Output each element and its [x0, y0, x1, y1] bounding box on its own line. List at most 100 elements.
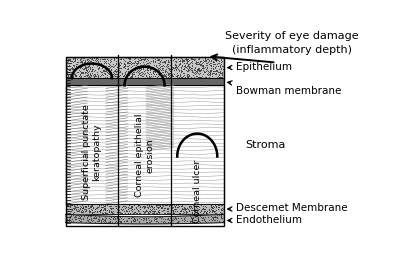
Point: [139, 209, 146, 213]
Point: [144, 205, 150, 209]
Point: [214, 68, 220, 72]
Point: [127, 68, 134, 72]
Point: [82, 66, 88, 70]
Point: [164, 203, 170, 207]
Point: [71, 71, 77, 75]
Point: [210, 205, 216, 210]
Point: [133, 212, 139, 216]
Point: [201, 69, 207, 73]
Point: [209, 72, 215, 76]
Point: [113, 67, 120, 71]
Point: [66, 68, 73, 72]
Point: [78, 205, 84, 209]
Point: [125, 68, 131, 73]
Point: [198, 62, 204, 66]
Point: [162, 206, 168, 210]
Point: [205, 215, 211, 220]
Point: [89, 71, 95, 75]
Point: [168, 205, 174, 209]
Point: [108, 210, 114, 214]
Point: [181, 206, 188, 210]
Point: [112, 204, 118, 208]
Point: [82, 60, 88, 65]
Point: [184, 61, 190, 65]
Point: [209, 215, 215, 219]
Point: [155, 69, 161, 74]
Point: [210, 205, 217, 209]
Point: [219, 206, 225, 210]
Point: [156, 68, 162, 72]
Point: [134, 64, 140, 68]
Point: [83, 73, 89, 77]
Point: [134, 210, 140, 215]
Point: [114, 72, 121, 76]
Point: [202, 67, 209, 71]
Point: [96, 214, 102, 218]
Point: [166, 56, 173, 60]
Point: [134, 59, 141, 63]
Point: [96, 61, 102, 65]
Point: [73, 207, 79, 211]
Point: [217, 63, 224, 68]
Point: [138, 57, 145, 61]
Point: [165, 217, 172, 221]
Point: [87, 56, 94, 60]
Point: [207, 63, 214, 67]
Point: [121, 64, 127, 68]
Point: [195, 62, 201, 66]
Point: [64, 203, 71, 208]
Point: [83, 67, 90, 72]
Point: [146, 210, 153, 214]
Point: [151, 217, 158, 221]
Point: [130, 216, 137, 220]
Point: [198, 218, 205, 223]
Point: [91, 75, 97, 79]
Point: [165, 60, 172, 64]
Point: [71, 203, 78, 207]
Point: [135, 59, 141, 64]
Point: [164, 208, 170, 213]
Point: [188, 219, 194, 223]
Point: [219, 67, 226, 71]
Point: [67, 67, 73, 71]
Point: [102, 203, 108, 207]
Point: [185, 59, 191, 63]
Point: [219, 64, 226, 68]
Point: [82, 65, 89, 69]
Point: [219, 56, 226, 60]
Point: [138, 70, 144, 75]
Point: [136, 211, 142, 215]
Point: [210, 217, 216, 221]
Point: [194, 75, 201, 79]
Point: [138, 70, 145, 75]
Point: [80, 70, 86, 75]
Point: [89, 204, 96, 208]
Point: [165, 74, 172, 78]
Point: [154, 58, 160, 62]
Point: [187, 218, 193, 223]
Point: [116, 205, 122, 209]
Point: [166, 72, 172, 76]
Point: [102, 69, 108, 73]
Point: [71, 64, 78, 68]
Point: [196, 63, 203, 67]
Point: [108, 207, 114, 211]
Point: [89, 216, 96, 221]
Point: [115, 66, 122, 70]
Point: [175, 57, 182, 62]
Point: [142, 56, 148, 60]
Point: [198, 62, 204, 66]
Point: [164, 212, 171, 216]
Point: [128, 204, 135, 209]
Point: [117, 220, 123, 225]
Point: [186, 74, 192, 78]
Point: [192, 68, 198, 72]
Point: [182, 206, 188, 211]
Point: [101, 207, 107, 211]
Point: [176, 68, 182, 72]
Point: [153, 203, 160, 207]
Point: [170, 211, 176, 215]
Point: [193, 61, 200, 65]
Point: [76, 218, 82, 222]
Point: [92, 73, 99, 77]
